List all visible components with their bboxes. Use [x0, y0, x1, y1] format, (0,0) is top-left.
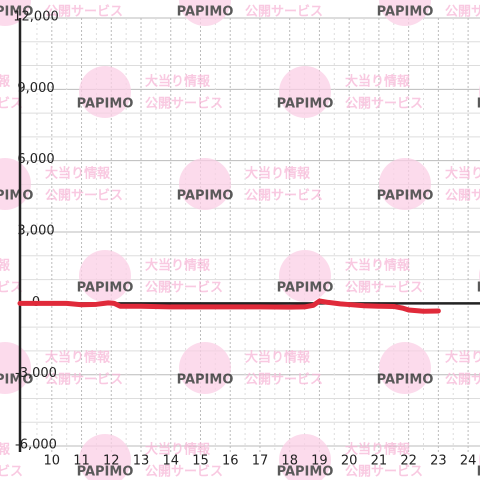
watermark-logo-text: PAPIMO: [77, 281, 134, 296]
x-tick-label: 23: [430, 454, 447, 469]
watermark-logo: [279, 66, 331, 118]
x-tick-label: 17: [252, 454, 269, 469]
y-tick-label: -6,000: [15, 438, 57, 453]
x-tick-label: 14: [162, 454, 179, 469]
x-tick-label: 13: [133, 454, 150, 469]
watermark-text: 公開サービス: [345, 464, 423, 480]
watermark-text: 大当り情報: [345, 442, 411, 458]
watermark-logo: [0, 0, 31, 26]
x-tick-label: 12: [103, 454, 120, 469]
watermark-logo: [0, 158, 31, 210]
watermark-logo: [279, 250, 331, 302]
x-tick-label: 11: [73, 454, 90, 469]
watermark-text: 公開サービス: [245, 4, 323, 20]
watermark-logo-text: PAPIMO: [377, 189, 434, 204]
watermark-logo-text: PAPIMO: [377, 373, 434, 388]
watermark-logo: [379, 158, 431, 210]
watermark-logo-text: PAPIMO: [277, 97, 334, 112]
watermark-text: 公開サービス: [0, 464, 23, 480]
y-tick-label: -3,000: [15, 366, 57, 381]
watermark-text: 公開サービス: [45, 4, 123, 20]
y-tick-label: 12,000: [13, 10, 59, 25]
watermark-logo-text: PAPIMO: [0, 373, 33, 388]
watermark-text: 大当り情報: [45, 350, 111, 366]
watermark-text: 大当り情報: [0, 74, 11, 90]
watermark-text: 大当り情報: [345, 74, 411, 90]
watermark-logo-text: PAPIMO: [277, 465, 334, 480]
y-tick-label: 9,000: [17, 81, 54, 96]
watermark-text: 大当り情報: [45, 166, 111, 182]
watermark-logo: [79, 250, 131, 302]
watermark-text: 大当り情報: [245, 166, 311, 182]
x-tick-label: 20: [341, 454, 358, 469]
watermark-text: 公開サービス: [445, 372, 480, 388]
watermark-text: 公開サービス: [45, 188, 123, 204]
watermark-logo-text: PAPIMO: [477, 281, 480, 296]
x-tick-label: 18: [281, 454, 298, 469]
y-tick-label: 6,000: [17, 152, 54, 167]
watermark-logo-text: PAPIMO: [77, 465, 134, 480]
watermark-text: 大当り情報: [0, 442, 11, 458]
watermark-text: 大当り情報: [345, 258, 411, 274]
watermark-logo-text: PAPIMO: [77, 97, 134, 112]
watermark-logo: [179, 0, 231, 26]
watermark-text: 大当り情報: [145, 258, 211, 274]
watermark-logo: [179, 342, 231, 394]
watermark-logo: [279, 434, 331, 480]
watermark-logo: [79, 434, 131, 480]
watermark-logo-text: PAPIMO: [0, 5, 33, 20]
watermark-text: 大当り情報: [145, 74, 211, 90]
watermark-text: 大当り情報: [245, 350, 311, 366]
watermark-logo-text: PAPIMO: [177, 373, 234, 388]
watermark-logo-text: PAPIMO: [177, 5, 234, 20]
watermark-text: 公開サービス: [245, 188, 323, 204]
x-tick-label: 16: [222, 454, 239, 469]
watermark-text: 大当り情報: [0, 258, 11, 274]
watermark-text: 公開サービス: [0, 96, 23, 112]
watermark-text: 大当り情報: [145, 442, 211, 458]
watermark-logo-text: PAPIMO: [477, 97, 480, 112]
watermark-logo-text: PAPIMO: [277, 281, 334, 296]
x-tick-label: 19: [311, 454, 328, 469]
watermark-logo: [0, 342, 31, 394]
watermark-logo-text: PAPIMO: [0, 189, 33, 204]
watermark-logo: [379, 0, 431, 26]
watermark-logo: [79, 66, 131, 118]
x-tick-label: 21: [371, 454, 388, 469]
watermark-text: 公開サービス: [45, 372, 123, 388]
watermark-text: 公開サービス: [0, 280, 23, 296]
watermark-text: 公開サービス: [345, 96, 423, 112]
watermark-text: 公開サービス: [145, 464, 223, 480]
watermark-text: 公開サービス: [345, 280, 423, 296]
watermark-text: 大当り情報: [445, 350, 480, 366]
x-tick-label: 15: [192, 454, 209, 469]
watermark-logo-text: PAPIMO: [477, 465, 480, 480]
y-tick-label: 3,000: [17, 224, 54, 239]
watermark-text: 公開サービス: [245, 372, 323, 388]
watermark-text: 公開サービス: [145, 96, 223, 112]
watermark-text: 大当り情報: [445, 166, 480, 182]
watermark-text: 公開サービス: [445, 4, 480, 20]
watermark-text: 公開サービス: [445, 188, 480, 204]
x-tick-label: 10: [44, 454, 61, 469]
watermark-logo-text: PAPIMO: [177, 189, 234, 204]
watermark-logo: [379, 342, 431, 394]
watermark-logo-text: PAPIMO: [377, 5, 434, 20]
watermark-logo: [179, 158, 231, 210]
watermark-text: 公開サービス: [145, 280, 223, 296]
data-line: [17, 298, 441, 314]
x-tick-label: 24: [460, 454, 477, 469]
x-tick-label: 22: [400, 454, 417, 469]
